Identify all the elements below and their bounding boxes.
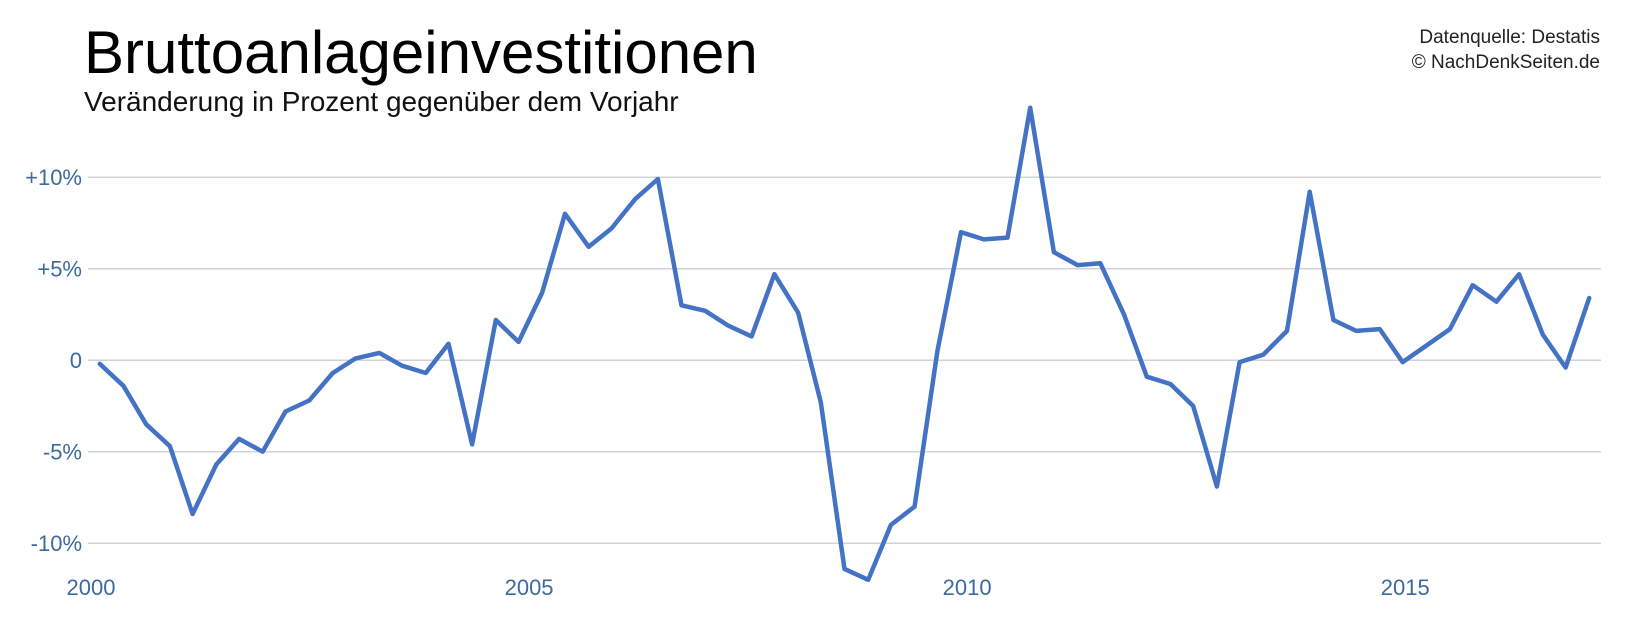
y-tick-label: +5%: [37, 257, 82, 282]
x-tick-label: 2015: [1381, 575, 1430, 600]
chart-title: Bruttoanlageinvestitionen: [84, 19, 758, 86]
y-tick-label: +10%: [25, 165, 82, 190]
chart-subtitle: Veränderung in Prozent gegenüber dem Vor…: [84, 86, 679, 117]
source-line: Datenquelle: Destatis: [1419, 27, 1600, 48]
x-tick-label: 2000: [67, 575, 116, 600]
source-line: © NachDenkSeiten.de: [1412, 52, 1600, 73]
x-tick-label: 2010: [943, 575, 992, 600]
y-tick-label: 0: [70, 348, 82, 373]
y-tick-label: -10%: [31, 531, 82, 556]
y-tick-label: -5%: [43, 440, 82, 465]
data-line: [97, 105, 1592, 583]
x-tick-label: 2005: [505, 575, 554, 600]
